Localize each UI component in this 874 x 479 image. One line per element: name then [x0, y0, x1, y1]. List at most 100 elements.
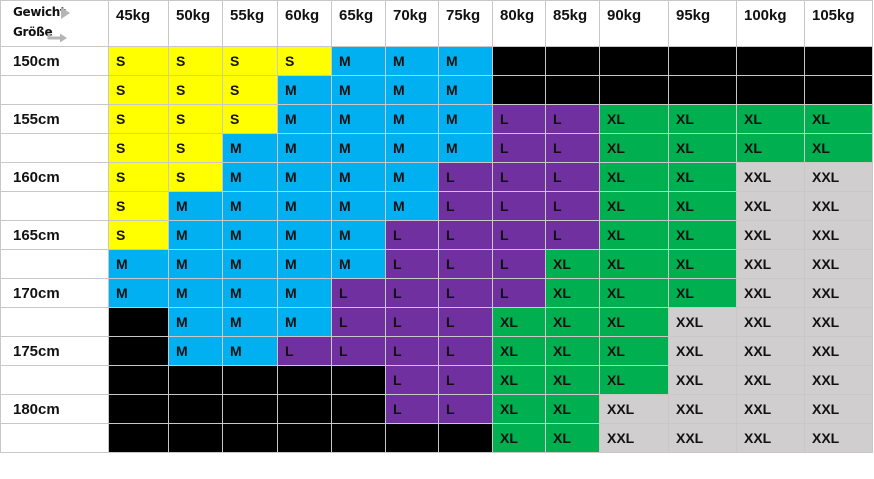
- size-cell: XXL: [668, 336, 737, 366]
- size-cell: L: [331, 336, 386, 366]
- empty-cell: [331, 365, 386, 395]
- size-cell: S: [108, 104, 169, 134]
- size-cell: XL: [599, 133, 669, 163]
- size-cell: M: [108, 278, 169, 308]
- empty-cell: [222, 423, 278, 453]
- size-cell: L: [438, 336, 493, 366]
- size-cell: S: [168, 75, 223, 105]
- size-cell: M: [385, 46, 439, 76]
- size-cell: M: [168, 307, 223, 337]
- size-cell: L: [545, 220, 600, 250]
- size-cell: M: [168, 220, 223, 250]
- size-cell: XL: [599, 336, 669, 366]
- table-row: S S M M M M M L L XL XL XL XL: [0, 133, 873, 163]
- size-cell: XL: [545, 307, 600, 337]
- size-cell: M: [222, 336, 278, 366]
- size-cell: M: [222, 220, 278, 250]
- size-cell: M: [277, 249, 332, 279]
- empty-cell: [331, 394, 386, 424]
- header-row: Gewicht Größe 45kg 50kg 55kg 60kg 65kg 7…: [0, 0, 873, 47]
- height-axis-label: Größe: [13, 25, 53, 39]
- size-cell: M: [438, 46, 493, 76]
- size-cell: M: [222, 307, 278, 337]
- size-cell: XL: [545, 394, 600, 424]
- size-cell: M: [222, 162, 278, 192]
- size-cell: M: [277, 104, 332, 134]
- size-cell: XXL: [668, 365, 737, 395]
- size-cell: XXL: [804, 336, 873, 366]
- size-cell: S: [168, 104, 223, 134]
- weight-axis-label: Gewicht: [13, 5, 66, 19]
- size-cell: S: [108, 220, 169, 250]
- weight-header: 100kg: [736, 0, 805, 47]
- height-label: [0, 423, 109, 453]
- empty-cell: [545, 75, 600, 105]
- size-cell: XL: [804, 104, 873, 134]
- size-cell: L: [438, 307, 493, 337]
- size-cell: M: [438, 133, 493, 163]
- size-cell: XL: [492, 365, 546, 395]
- size-cell: XXL: [668, 307, 737, 337]
- size-cell: XL: [492, 423, 546, 453]
- empty-cell: [108, 423, 169, 453]
- size-cell: XXL: [736, 191, 805, 221]
- size-cell: M: [385, 191, 439, 221]
- height-label: [0, 365, 109, 395]
- size-cell: L: [438, 220, 493, 250]
- empty-cell: [668, 75, 737, 105]
- table-row: 170cm M M M M L L L L XL XL XL XXL XXL: [0, 278, 873, 308]
- empty-cell: [492, 46, 546, 76]
- size-cell: XL: [668, 104, 737, 134]
- height-label: [0, 75, 109, 105]
- size-cell: M: [385, 104, 439, 134]
- size-cell: XL: [599, 249, 669, 279]
- size-cell: L: [545, 133, 600, 163]
- size-cell: XL: [545, 365, 600, 395]
- size-cell: L: [545, 191, 600, 221]
- size-cell: M: [331, 249, 386, 279]
- size-chart-body: Gewicht Größe 45kg 50kg 55kg 60kg 65kg 7…: [0, 0, 873, 453]
- size-cell: XXL: [736, 307, 805, 337]
- weight-header: 95kg: [668, 0, 737, 47]
- size-cell: XL: [545, 278, 600, 308]
- empty-cell: [804, 46, 873, 76]
- weight-header: 50kg: [168, 0, 223, 47]
- size-cell: L: [385, 394, 439, 424]
- height-label: 150cm: [0, 46, 109, 76]
- size-cell: L: [385, 365, 439, 395]
- size-cell: L: [545, 162, 600, 192]
- size-cell: XXL: [736, 162, 805, 192]
- size-cell: XXL: [804, 307, 873, 337]
- size-cell: M: [222, 191, 278, 221]
- height-label: 180cm: [0, 394, 109, 424]
- size-cell: S: [168, 46, 223, 76]
- weight-header: 105kg: [804, 0, 873, 47]
- size-cell: XXL: [668, 394, 737, 424]
- empty-cell: [599, 75, 669, 105]
- size-cell: M: [277, 278, 332, 308]
- weight-header: 70kg: [385, 0, 439, 47]
- size-cell: L: [331, 278, 386, 308]
- table-row: 165cm S M M M M L L L L XL XL XXL XXL: [0, 220, 873, 250]
- size-cell: L: [545, 104, 600, 134]
- size-cell: L: [438, 394, 493, 424]
- weight-header: 75kg: [438, 0, 493, 47]
- table-row: M M M L L L XL XL XL XXL XXL XXL: [0, 307, 873, 337]
- size-cell: S: [277, 46, 332, 76]
- weight-header: 55kg: [222, 0, 278, 47]
- table-row: XL XL XXL XXL XXL XXL: [0, 423, 873, 453]
- height-label: 160cm: [0, 162, 109, 192]
- size-cell: S: [222, 75, 278, 105]
- size-cell: XL: [668, 220, 737, 250]
- size-cell: XXL: [599, 423, 669, 453]
- empty-cell: [108, 394, 169, 424]
- empty-cell: [277, 365, 332, 395]
- empty-cell: [438, 423, 493, 453]
- size-cell: S: [168, 133, 223, 163]
- size-cell: M: [168, 336, 223, 366]
- size-cell: XL: [599, 104, 669, 134]
- size-cell: XL: [545, 423, 600, 453]
- size-cell: L: [438, 162, 493, 192]
- size-cell: L: [331, 307, 386, 337]
- size-cell: L: [492, 278, 546, 308]
